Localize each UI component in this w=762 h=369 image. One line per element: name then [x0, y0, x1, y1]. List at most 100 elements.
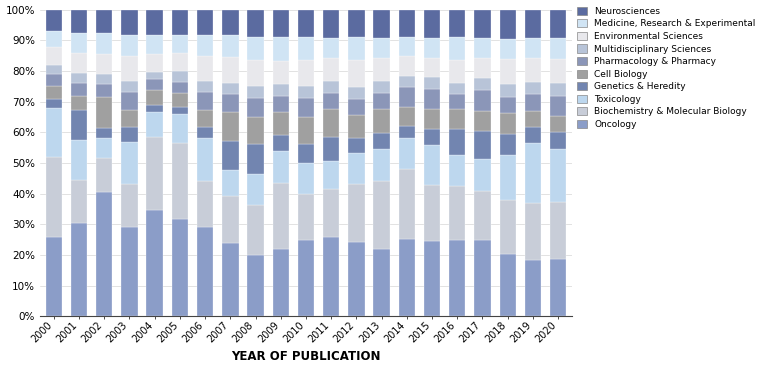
- Bar: [96, 84, 113, 97]
- Bar: [449, 94, 466, 109]
- Bar: [171, 53, 188, 71]
- Bar: [323, 137, 339, 161]
- Bar: [273, 249, 289, 316]
- Bar: [46, 237, 62, 316]
- Bar: [222, 83, 239, 94]
- Bar: [348, 138, 364, 153]
- Bar: [550, 59, 566, 83]
- Bar: [197, 10, 213, 35]
- Bar: [46, 46, 62, 65]
- Bar: [146, 112, 163, 137]
- Bar: [348, 153, 364, 184]
- Bar: [474, 90, 491, 111]
- Bar: [424, 185, 440, 241]
- Bar: [121, 110, 138, 127]
- Bar: [525, 58, 541, 82]
- Bar: [373, 248, 390, 316]
- Bar: [71, 33, 87, 53]
- Bar: [399, 37, 415, 56]
- Bar: [222, 94, 239, 112]
- Bar: [424, 77, 440, 89]
- Bar: [96, 158, 113, 192]
- Bar: [373, 133, 390, 149]
- Bar: [248, 205, 264, 255]
- Bar: [550, 10, 566, 38]
- Bar: [298, 37, 314, 59]
- Bar: [171, 219, 188, 316]
- Bar: [525, 94, 541, 111]
- Bar: [146, 72, 163, 79]
- Bar: [449, 109, 466, 128]
- Bar: [248, 175, 264, 205]
- Bar: [424, 89, 440, 109]
- Bar: [146, 105, 163, 112]
- Bar: [550, 149, 566, 202]
- Bar: [474, 111, 491, 131]
- Bar: [121, 142, 138, 184]
- Bar: [348, 99, 364, 114]
- Bar: [273, 135, 289, 151]
- Bar: [474, 159, 491, 191]
- Bar: [298, 144, 314, 163]
- Bar: [71, 96, 87, 110]
- Bar: [96, 33, 113, 54]
- Legend: Neurosciences, Medicine, Research & Experimental, Environmental Sciences, Multid: Neurosciences, Medicine, Research & Expe…: [578, 7, 756, 129]
- Bar: [424, 58, 440, 77]
- Bar: [323, 38, 339, 58]
- Bar: [273, 183, 289, 249]
- Bar: [449, 128, 466, 155]
- Bar: [449, 239, 466, 316]
- Bar: [298, 239, 314, 316]
- Bar: [424, 10, 440, 38]
- Bar: [273, 85, 289, 96]
- Bar: [248, 10, 264, 37]
- Bar: [146, 137, 163, 210]
- Bar: [96, 10, 113, 33]
- Bar: [46, 74, 62, 86]
- Bar: [298, 86, 314, 98]
- Bar: [500, 85, 516, 97]
- Bar: [222, 57, 239, 83]
- Bar: [248, 255, 264, 316]
- Bar: [96, 192, 113, 316]
- Bar: [449, 83, 466, 94]
- Bar: [146, 54, 163, 72]
- Bar: [248, 117, 264, 144]
- Bar: [71, 180, 87, 223]
- Bar: [71, 10, 87, 33]
- Bar: [273, 61, 289, 85]
- Bar: [323, 58, 339, 82]
- Bar: [399, 138, 415, 169]
- Bar: [525, 10, 541, 38]
- Bar: [474, 38, 491, 58]
- Bar: [46, 99, 62, 108]
- Bar: [399, 76, 415, 87]
- Bar: [248, 144, 264, 175]
- Bar: [96, 128, 113, 138]
- Bar: [399, 169, 415, 239]
- Bar: [399, 239, 415, 316]
- Bar: [348, 114, 364, 138]
- Bar: [348, 242, 364, 316]
- Bar: [46, 157, 62, 237]
- Bar: [525, 203, 541, 260]
- Bar: [96, 54, 113, 74]
- Bar: [121, 35, 138, 56]
- Bar: [171, 35, 188, 53]
- Bar: [171, 10, 188, 35]
- Bar: [550, 132, 566, 149]
- Bar: [550, 116, 566, 132]
- Bar: [348, 60, 364, 87]
- Bar: [525, 82, 541, 94]
- Bar: [273, 37, 289, 61]
- Bar: [500, 39, 516, 59]
- Bar: [71, 83, 87, 96]
- Bar: [424, 129, 440, 145]
- Bar: [298, 163, 314, 194]
- Bar: [323, 237, 339, 316]
- Bar: [46, 31, 62, 46]
- Bar: [348, 37, 364, 60]
- Bar: [373, 93, 390, 109]
- Bar: [348, 184, 364, 242]
- Bar: [171, 114, 188, 143]
